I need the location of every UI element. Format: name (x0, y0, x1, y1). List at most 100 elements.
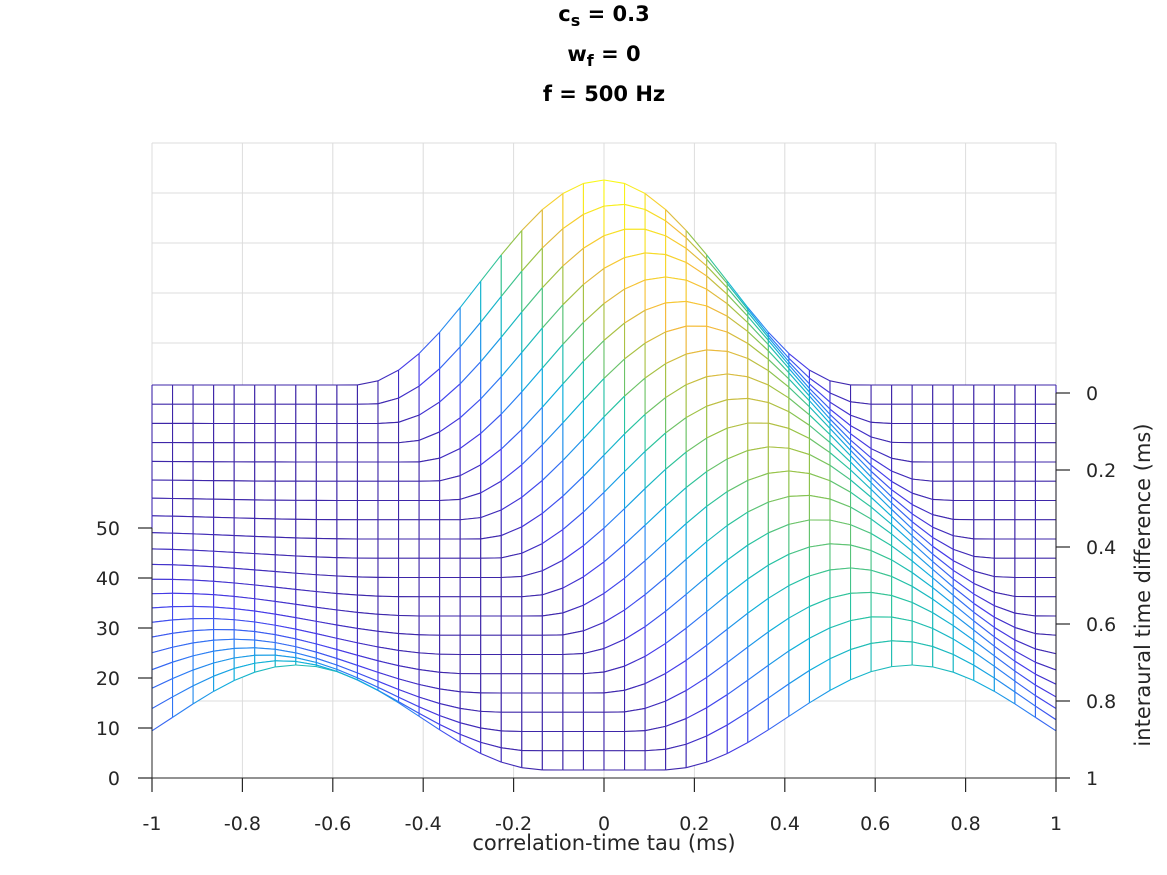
mesh-edge (665, 254, 687, 263)
mesh-edge (541, 344, 564, 369)
mesh-edge (213, 680, 235, 692)
mesh-face (994, 519, 1015, 539)
mesh-edge (747, 532, 769, 546)
mesh-edge (234, 629, 255, 633)
mesh-edge (870, 448, 892, 459)
mesh-edge (624, 451, 646, 473)
mesh-face (521, 247, 543, 313)
mesh-edge (809, 494, 831, 500)
mesh-face (830, 428, 851, 456)
mesh-edge (665, 627, 687, 644)
mesh-edge (377, 646, 399, 651)
mesh-face (973, 571, 995, 593)
mesh-edge (726, 711, 749, 726)
mesh-edge (336, 664, 358, 674)
mesh-face (562, 438, 584, 497)
mesh-edge (829, 408, 851, 427)
mesh-edge (788, 427, 810, 439)
mesh-face (336, 404, 358, 424)
mesh-edge (973, 664, 995, 679)
mesh-face (912, 521, 933, 547)
x-axis-label: correlation-time tau (ms) (472, 831, 735, 855)
mesh-face (480, 557, 502, 578)
mesh-face (932, 527, 954, 550)
mesh-edge (501, 747, 522, 752)
mesh-face (891, 404, 913, 424)
mesh-face (357, 403, 378, 424)
mesh-edge (439, 715, 461, 724)
mesh-face (912, 641, 933, 667)
mesh-face (501, 712, 522, 732)
mesh-edge (1014, 660, 1036, 675)
mesh-face (336, 638, 358, 656)
mesh-edge (973, 680, 995, 692)
mesh-edge (850, 455, 872, 478)
mesh-face (542, 712, 563, 732)
mesh-edge (665, 558, 687, 578)
mesh-face (891, 617, 913, 642)
mesh-face (624, 750, 646, 770)
mesh-edge (398, 689, 420, 698)
mesh-edge (871, 640, 892, 644)
mesh-edge (870, 666, 892, 673)
mesh-edge (624, 707, 646, 713)
mesh-face (604, 229, 625, 269)
mesh-edge (583, 416, 605, 440)
mesh-edge (583, 205, 605, 215)
mesh-face (542, 673, 563, 693)
mesh-face (871, 476, 892, 504)
mesh-edge (686, 349, 707, 355)
mesh-face (378, 660, 399, 679)
mesh-edge (275, 664, 296, 668)
mesh-edge (357, 664, 379, 673)
mesh-edge (767, 344, 790, 369)
mesh-edge (665, 690, 687, 702)
mesh-edge (829, 442, 851, 463)
mesh-edge (1035, 684, 1057, 698)
mesh-edge (768, 585, 790, 599)
mesh-edge (809, 383, 831, 403)
mesh-face (152, 619, 173, 638)
mesh-face (295, 573, 317, 592)
mesh-edge (809, 543, 831, 548)
mesh-face (624, 708, 646, 732)
mesh-face (254, 553, 276, 572)
mesh-face (275, 614, 296, 630)
mesh-face (152, 532, 173, 550)
mesh-edge (706, 399, 728, 407)
mesh-edge (603, 577, 625, 594)
mesh-face (583, 268, 604, 323)
mesh-edge (542, 559, 564, 572)
mesh-face (932, 481, 954, 501)
mesh-edge (850, 425, 872, 438)
mesh-edge (706, 752, 728, 763)
mesh-edge (562, 399, 584, 424)
mesh-face (788, 520, 810, 555)
mesh-face (254, 536, 276, 555)
mesh-face (254, 385, 276, 405)
mesh-face (378, 558, 399, 578)
mesh-face (480, 654, 502, 674)
mesh-face (460, 322, 481, 384)
mesh-edge (500, 429, 523, 450)
mesh-edge (788, 494, 810, 498)
mesh-face (275, 537, 296, 556)
mesh-face (213, 657, 235, 677)
mesh-edge (685, 237, 708, 260)
mesh-face (1035, 519, 1056, 539)
mesh-face (501, 464, 522, 510)
mesh-edge (973, 651, 995, 667)
mesh-face (809, 392, 830, 420)
mesh-edge (685, 576, 708, 595)
mesh-edge (685, 437, 708, 453)
mesh-face (994, 462, 1015, 482)
mesh-face (645, 229, 666, 255)
mesh-edge (1035, 648, 1057, 655)
z-tick-label: 50 (96, 518, 120, 540)
mesh-face (747, 316, 769, 345)
mesh-face (460, 398, 481, 449)
mesh-face (234, 582, 255, 599)
mesh-face (234, 629, 255, 641)
mesh-face (213, 404, 235, 424)
mesh-edge (562, 576, 584, 589)
